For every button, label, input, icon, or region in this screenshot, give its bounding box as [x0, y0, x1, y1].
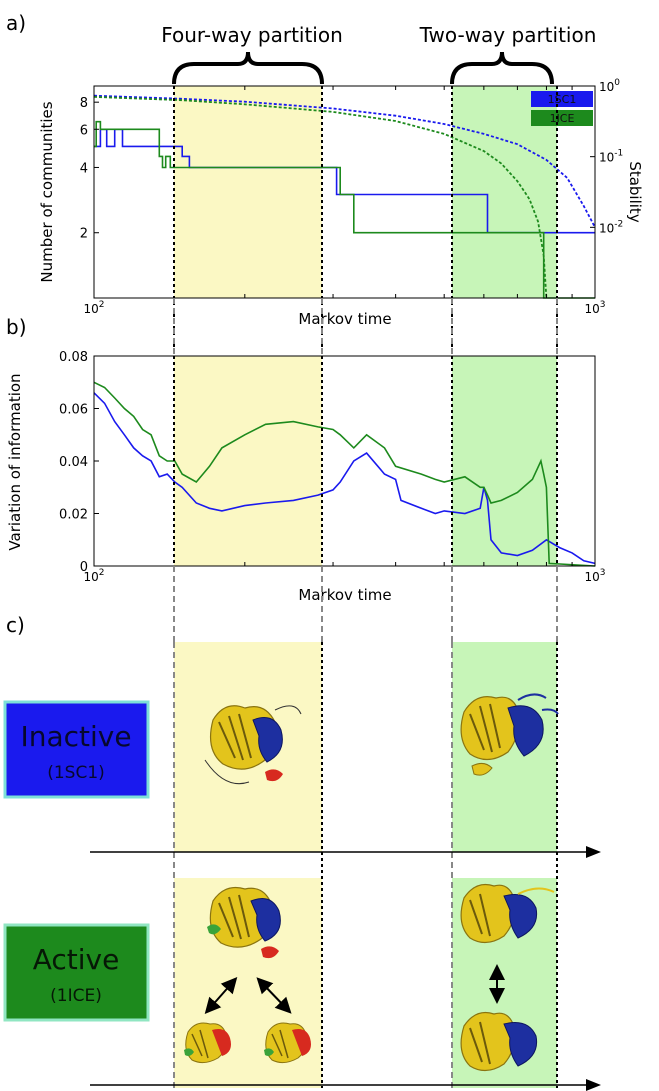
y-tick-label-b: 0.02 [59, 508, 88, 523]
y-tick-label-b: 0.08 [59, 350, 88, 365]
active-title: Active [33, 943, 120, 976]
legend-a: 1SC1 1ICE [531, 91, 593, 126]
panel-a: a) Four-way partition Two-way partition … [6, 11, 644, 328]
inactive-title: Inactive [20, 720, 131, 753]
x-tick-label-a: 103 [584, 300, 605, 316]
y-tick-label-a: 4 [80, 161, 88, 176]
four-way-partition-header: Four-way partition [161, 23, 343, 47]
series-1ice-left-line [94, 120, 595, 299]
y-tick-label-a: 8 [80, 96, 88, 111]
series-1ice-line [93, 381, 596, 567]
inactive-label-box: Inactive (1SC1) [3, 700, 150, 799]
legend-swatch-1ice [531, 110, 593, 126]
active-label-box: Active (1ICE) [3, 923, 150, 1022]
panel-b: b) 0 0.02 0.04 0.06 0.08 102 103 Variation of … [6, 315, 606, 604]
x-tick-label-b: 103 [584, 568, 605, 584]
x-tick-label-a: 102 [83, 300, 104, 316]
two-way-partition-header: Two-way partition [419, 23, 597, 47]
protein-active-two-way-bottom [460, 1011, 538, 1072]
y2-tick-label-a: 10-2 [599, 219, 623, 235]
plot-area-b: 0 0.02 0.04 0.06 0.08 102 103 [59, 350, 605, 584]
panel-letter-a: a) [6, 11, 26, 35]
panel-c: c) Inactive (1SC1) Active (1ICE) [3, 613, 601, 1091]
legend-label-1sc1: 1SC1 [548, 93, 577, 106]
band-gap-white [170, 852, 562, 878]
transition-arrow-left [204, 976, 238, 1015]
two-way-band-b [452, 356, 557, 566]
panel-letter-b: b) [6, 315, 27, 339]
protein-inactive-four-way [204, 705, 302, 785]
x-axis-label-b: Markov time [298, 586, 391, 604]
y-tick-label-b: 0.04 [59, 455, 88, 470]
protein-active-four-way-bottom-left [184, 1022, 231, 1064]
inactive-subtitle: (1SC1) [47, 763, 105, 783]
active-subtitle: (1ICE) [50, 986, 102, 1006]
y-axis-label-b: Variation of information [6, 373, 24, 550]
two-way-brace [450, 51, 554, 85]
panel-letter-c: c) [6, 613, 25, 637]
series-1sc1-line [93, 392, 596, 565]
plot-frame-b [93, 355, 596, 567]
y-tick-label-a: 2 [80, 227, 88, 242]
four-way-band-a [174, 86, 322, 298]
plot-area-a: 2 4 6 8 100 10-1 10-2 102 103 [80, 78, 624, 316]
y2-tick-label-a: 10-1 [599, 149, 623, 165]
protein-active-four-way-top [207, 886, 281, 959]
y-tick-label-b: 0.06 [59, 403, 88, 418]
legend-label-1ice: 1ICE [550, 112, 575, 125]
plot-frame-a [93, 85, 596, 299]
protein-active-four-way-bottom-right [264, 1022, 311, 1064]
four-way-band-b [174, 356, 322, 566]
partition-guides [173, 86, 558, 642]
y-tick-label-a: 6 [80, 123, 88, 138]
transition-arrow-right [256, 977, 292, 1014]
y-tick-label-b: 0 [80, 560, 88, 575]
four-way-brace [172, 51, 324, 85]
y2-axis-label-a: Stability [626, 161, 644, 223]
legend-swatch-1sc1 [531, 91, 593, 107]
series-1sc1-right-line [93, 94, 596, 228]
y2-tick-label-a: 100 [599, 78, 620, 94]
x-tick-label-b: 102 [83, 568, 104, 584]
x-axis-label-a: Markov time [298, 310, 391, 328]
y-axis-label-a: Number of communities [38, 101, 56, 282]
protein-active-two-way-top [460, 883, 555, 944]
protein-inactive-two-way [460, 693, 559, 776]
series-1ice-right-line [93, 96, 548, 299]
